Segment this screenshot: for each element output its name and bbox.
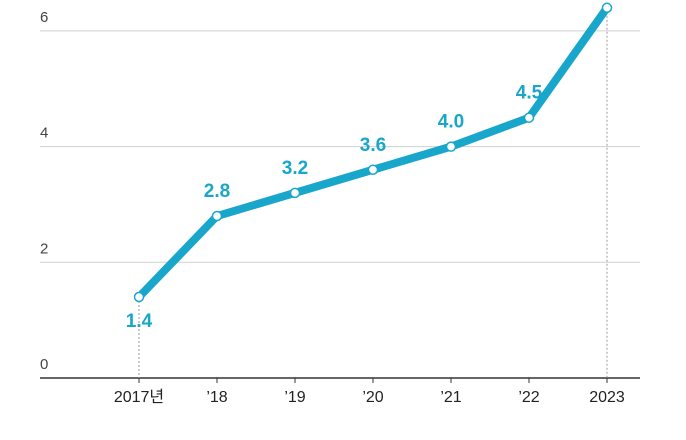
y-tick-label: 6 (40, 9, 48, 26)
data-point (601, 2, 613, 14)
data-label: 3.6 (360, 135, 386, 156)
y-tick-label: 0 (40, 356, 48, 373)
data-point (523, 112, 535, 123)
x-tick-label: ’19 (284, 389, 305, 406)
data-point (211, 210, 223, 222)
data-label: 3.2 (282, 158, 308, 179)
x-tick-label: ’20 (362, 389, 383, 406)
data-label: 2.8 (204, 181, 230, 202)
data-point (133, 291, 145, 303)
x-tick-label: ’22 (518, 389, 539, 406)
x-tick-label: ’21 (440, 389, 461, 406)
x-tick-label: 2017년 (114, 388, 164, 406)
data-label: 4.5 (516, 83, 543, 104)
data-label: 1.4 (126, 311, 153, 332)
data-point (445, 141, 457, 152)
x-tick-label: ’18 (206, 389, 227, 406)
y-tick-label: 4 (40, 125, 48, 142)
data-point (289, 187, 301, 199)
data-label: 4.0 (438, 112, 464, 133)
data-point (367, 164, 379, 176)
y-tick-label: 2 (40, 240, 48, 257)
x-tick-label: 2023 (589, 389, 625, 406)
